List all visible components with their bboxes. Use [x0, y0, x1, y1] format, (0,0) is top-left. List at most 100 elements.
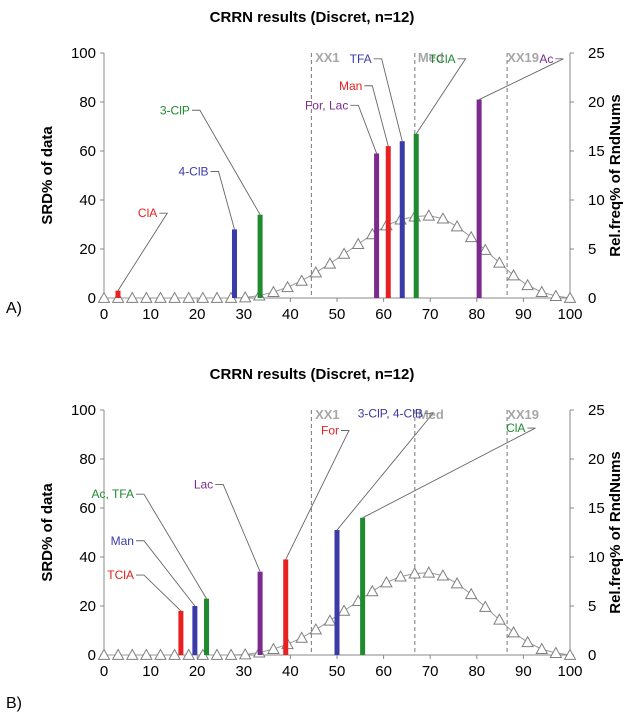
y2-tick-label-a: 0 — [588, 290, 596, 307]
bar-label-a: 3-ClP — [160, 103, 190, 117]
distribution-point-b — [111, 648, 125, 660]
bar-label-a: For, Lac — [305, 98, 348, 112]
x-tick-label-a: 20 — [189, 306, 206, 323]
srd-bar-b — [204, 598, 210, 655]
bar-label-b: Man — [111, 534, 134, 548]
y-axis-label-b: SRD% of data — [39, 483, 56, 582]
distribution-point-b — [464, 587, 478, 600]
x-tick-label-a: 50 — [329, 306, 346, 323]
distribution-point-b — [507, 625, 520, 638]
distribution-point-b — [493, 613, 506, 625]
y2-tick-label-a: 15 — [588, 143, 605, 160]
srd-bar-b — [283, 559, 289, 655]
distribution-point-a — [309, 265, 323, 278]
distribution-point-a — [281, 280, 294, 293]
distribution-point-b — [394, 570, 407, 582]
distribution-point-b — [267, 642, 280, 655]
y-tick-label-b: 60 — [79, 500, 96, 517]
distribution-point-b — [450, 576, 464, 589]
y2-tick-label-b: 25 — [588, 402, 605, 419]
distribution-point-b — [125, 648, 139, 660]
x-tick-label-a: 40 — [282, 306, 299, 323]
y2-tick-label-b: 20 — [588, 451, 605, 468]
srd-bar-a — [257, 214, 263, 298]
distribution-point-a — [125, 291, 139, 303]
y-tick-label-a: 0 — [88, 290, 96, 307]
bar-label-b: ClA — [506, 421, 525, 435]
x-tick-label-b: 20 — [189, 663, 206, 680]
x-tick-label-a: 60 — [375, 306, 392, 323]
x-tick-label-a: 0 — [100, 306, 108, 323]
chart-b-svg: CRRN results (Discret, n=12) SRD% of data… — [39, 366, 624, 680]
srd-bar-a — [399, 141, 405, 298]
srd-bar-a — [413, 133, 419, 298]
distribution-point-a — [507, 268, 520, 281]
x-tick-label-b: 80 — [468, 663, 485, 680]
reference-line-label-a: Med — [418, 50, 444, 65]
y2-tick-label-a: 10 — [588, 192, 605, 209]
distribution-point-a — [535, 285, 549, 298]
srd-bar-a — [115, 290, 121, 298]
distribution-point-a — [210, 291, 224, 303]
distribution-point-b — [422, 566, 436, 578]
distribution-point-b — [563, 648, 577, 660]
distribution-point-a — [422, 209, 436, 221]
x-tick-label-b: 100 — [557, 663, 582, 680]
y-tick-label-b: 40 — [79, 549, 96, 566]
distribution-point-b — [210, 648, 224, 660]
y-tick-label-b: 20 — [79, 598, 96, 615]
bar-label-a: ClA — [138, 206, 157, 220]
distribution-point-b — [97, 648, 111, 660]
distribution-point-a — [295, 274, 309, 286]
distribution-point-b — [365, 584, 379, 597]
leader-line-a — [415, 58, 467, 135]
distribution-point-a — [563, 291, 577, 303]
distribution-point-b — [408, 567, 422, 579]
leader-line-a — [117, 212, 169, 291]
chart-a-svg: CRRN results (Discret, n=12) SRD% of data… — [39, 9, 624, 323]
x-tick-label-a: 30 — [235, 306, 252, 323]
chart-panel-a: CRRN results (Discret, n=12) SRD% of data… — [6, 9, 624, 323]
reference-line-label-b: Med — [418, 407, 444, 422]
x-tick-label-a: 70 — [422, 306, 439, 323]
y2-tick-label-a: 5 — [588, 241, 596, 258]
bar-label-b: Ac, TFA — [92, 487, 134, 501]
distribution-point-a — [337, 247, 351, 259]
x-tick-label-b: 30 — [235, 663, 252, 680]
distribution-line-a — [104, 215, 571, 299]
panel-label-a: A) — [6, 300, 22, 317]
y2-tick-label-b: 10 — [588, 549, 605, 566]
srd-bar-b — [192, 606, 198, 655]
distribution-point-a — [521, 278, 534, 291]
chart-title-b: CRRN results (Discret, n=12) — [210, 366, 415, 383]
x-tick-label-b: 50 — [329, 663, 346, 680]
leader-line-b — [362, 427, 536, 519]
bar-label-a: 4-ClB — [179, 165, 209, 179]
x-tick-label-b: 60 — [375, 663, 392, 680]
distribution-point-a — [140, 291, 153, 303]
distribution-point-a — [196, 291, 210, 303]
y2-tick-label-a: 20 — [588, 94, 605, 111]
reference-line-label-a: XX1 — [315, 50, 340, 65]
bar-label-a: Man — [339, 79, 362, 93]
distribution-point-a — [238, 290, 252, 303]
distribution-point-b — [549, 646, 563, 658]
leader-line-b — [135, 574, 182, 612]
bar-label-a: TClA — [429, 52, 456, 66]
leader-line-b — [336, 412, 434, 531]
srd-bar-b — [334, 530, 340, 655]
x-tick-label-b: 0 — [100, 663, 108, 680]
x-tick-label-b: 10 — [142, 663, 159, 680]
panel-label-b: B) — [6, 695, 22, 712]
srd-bar-b — [178, 610, 184, 655]
distribution-point-b — [154, 648, 167, 660]
distribution-point-b — [224, 648, 238, 660]
leader-line-b — [285, 430, 350, 560]
distribution-point-a — [267, 285, 280, 298]
bar-label-b: TClA — [107, 568, 134, 582]
srd-bar-a — [476, 99, 482, 298]
y2-axis-label-b: Rel.freq% of RndNums — [607, 451, 624, 614]
leader-line-a — [191, 109, 261, 215]
x-tick-label-b: 70 — [422, 663, 439, 680]
y-tick-label-b: 100 — [71, 402, 96, 419]
